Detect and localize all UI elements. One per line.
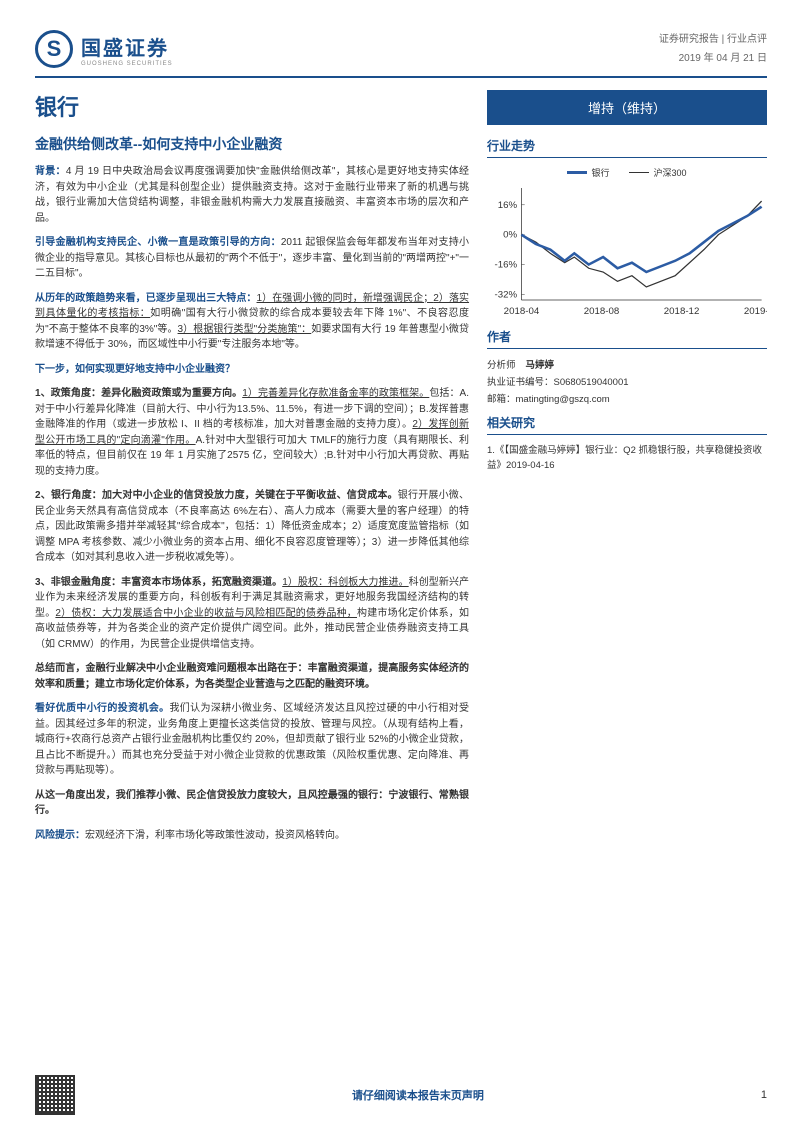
author-header: 作者 [487, 328, 767, 349]
trend-header: 行业走势 [487, 137, 767, 158]
para-policy-direction: 引导金融机构支持民企、小微一直是政策引导的方向：2011 起银保监会每年都发布当… [35, 235, 469, 282]
author-info: 分析师马婷婷 执业证书编号：S0680519040001 邮箱：matingti… [487, 357, 767, 408]
industry-title: 银行 [35, 90, 469, 122]
svg-text:16%: 16% [498, 200, 517, 210]
main-body: 银行 金融供给侧改革--如何支持中小企业融资 背景：4 月 19 日中央政治局会… [35, 90, 469, 852]
svg-text:2018-08: 2018-08 [584, 306, 620, 316]
page-footer: 请仔细阅读本报告末页声明 1 [35, 1075, 767, 1115]
para-three-features: 从历年的政策趋势来看，已逐步呈现出三大特点：1）在强调小微的同时，新增强调民企；… [35, 291, 469, 353]
report-type: 证券研究报告 | 行业点评 [659, 30, 767, 45]
related-research-1: 1.《【国盛金融马婷婷】银行业：Q2 抓稳银行股，共享稳健投资收益》2019-0… [487, 443, 767, 473]
svg-text:-16%: -16% [495, 260, 518, 270]
section-3-nonbank: 3、非银金融角度：丰富资本市场体系，拓宽融资渠道。1）股权：科创板大力推进。科创… [35, 575, 469, 653]
trend-chart: 银行 沪深300 -32% -16% 0% 16% 2018-04 2018-08 2018… [487, 166, 767, 318]
svg-text:0%: 0% [503, 230, 517, 240]
logo-area: S 国盛证券 GUOSHENG SECURITIES [35, 30, 173, 68]
para-background: 背景：4 月 19 日中央政治局会议再度强调要加快"金融供给侧改革"，其核心是更… [35, 164, 469, 226]
legend-hs300: 沪深300 [653, 166, 686, 179]
sidebar: 增持（维持） 行业走势 银行 沪深300 -32% -16% 0% 16% 2018-0… [487, 90, 767, 852]
svg-text:2018-12: 2018-12 [664, 306, 700, 316]
line-chart: -32% -16% 0% 16% 2018-04 2018-08 2018-12 2019-0… [487, 183, 767, 318]
footer-disclaimer: 请仔细阅读本报告末页声明 [352, 1087, 484, 1103]
investment-opportunity: 看好优质中小行的投资机会。我们认为深耕小微业务、区域经济发达且风控过硬的中小行相… [35, 701, 469, 779]
question-title: 下一步，如何实现更好地支持中小企业融资？ [35, 362, 469, 378]
rating-badge: 增持（维持） [487, 90, 767, 125]
svg-text:2019-04: 2019-04 [744, 306, 767, 316]
report-date: 2019 年 04 月 21 日 [659, 49, 767, 64]
section-1-policy: 1、政策角度：差异化融资政策或为重要方向。1）完善差异化存款准备金率的政策框架。… [35, 386, 469, 479]
summary: 总结而言，金融行业解决中小企业融资难问题根本出路在于：丰富融资渠道，提高服务实体… [35, 661, 469, 692]
logo-icon: S [35, 30, 73, 68]
company-name-en: GUOSHENG SECURITIES [81, 61, 173, 67]
svg-text:-32%: -32% [495, 290, 518, 300]
report-subtitle: 金融供给侧改革--如何支持中小企业融资 [35, 134, 469, 154]
recommendation: 从这一角度出发，我们推荐小微、民企信贷投放力度较大，且风控最强的银行：宁波银行、… [35, 788, 469, 819]
legend-bank: 银行 [591, 166, 609, 179]
page-header: S 国盛证券 GUOSHENG SECURITIES 证券研究报告 | 行业点评… [35, 30, 767, 78]
related-header: 相关研究 [487, 414, 767, 435]
qr-code-icon [35, 1075, 75, 1115]
svg-text:2018-04: 2018-04 [504, 306, 540, 316]
page-number: 1 [761, 1089, 767, 1101]
section-2-bank: 2、银行角度：加大对中小企业的信贷投放力度，关键在于平衡收益、信贷成本。银行开展… [35, 488, 469, 566]
risk-warning: 风险提示：宏观经济下滑，利率市场化等政策性波动，投资风格转向。 [35, 828, 469, 844]
company-name-cn: 国盛证券 [81, 32, 173, 61]
